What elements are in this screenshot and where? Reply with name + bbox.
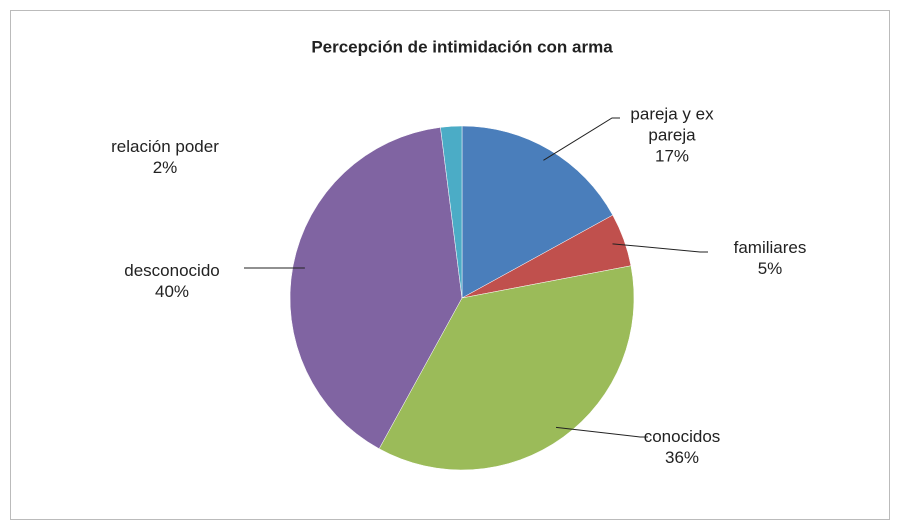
pie-slice (289, 127, 463, 450)
chart-title: Percepción de intimidación con arma (311, 37, 613, 56)
value-label: 36% (664, 448, 700, 467)
value-label: 5% (757, 259, 783, 278)
pie-slice (378, 265, 635, 471)
data-label: pareja y ex pareja 17% (607, 104, 737, 167)
category-label: familiares (733, 238, 807, 257)
pie-slice (440, 125, 463, 299)
category-label: conocidos (643, 427, 721, 446)
leader-line (555, 426, 648, 438)
category-label: pareja y ex pareja (630, 104, 714, 145)
data-label: desconocido 40% (107, 260, 237, 302)
category-label: relación poder (111, 137, 219, 156)
value-label: 40% (154, 282, 190, 301)
data-label: familiares 5% (705, 237, 835, 279)
value-label: 17% (654, 146, 690, 166)
value-label: 2% (152, 158, 178, 177)
leader-line (543, 117, 620, 161)
data-label: relación poder 2% (100, 136, 230, 178)
leader-line (612, 243, 708, 253)
category-label: desconocido (124, 261, 220, 280)
pie-slice (461, 125, 614, 299)
data-label: conocidos 36% (617, 426, 747, 468)
